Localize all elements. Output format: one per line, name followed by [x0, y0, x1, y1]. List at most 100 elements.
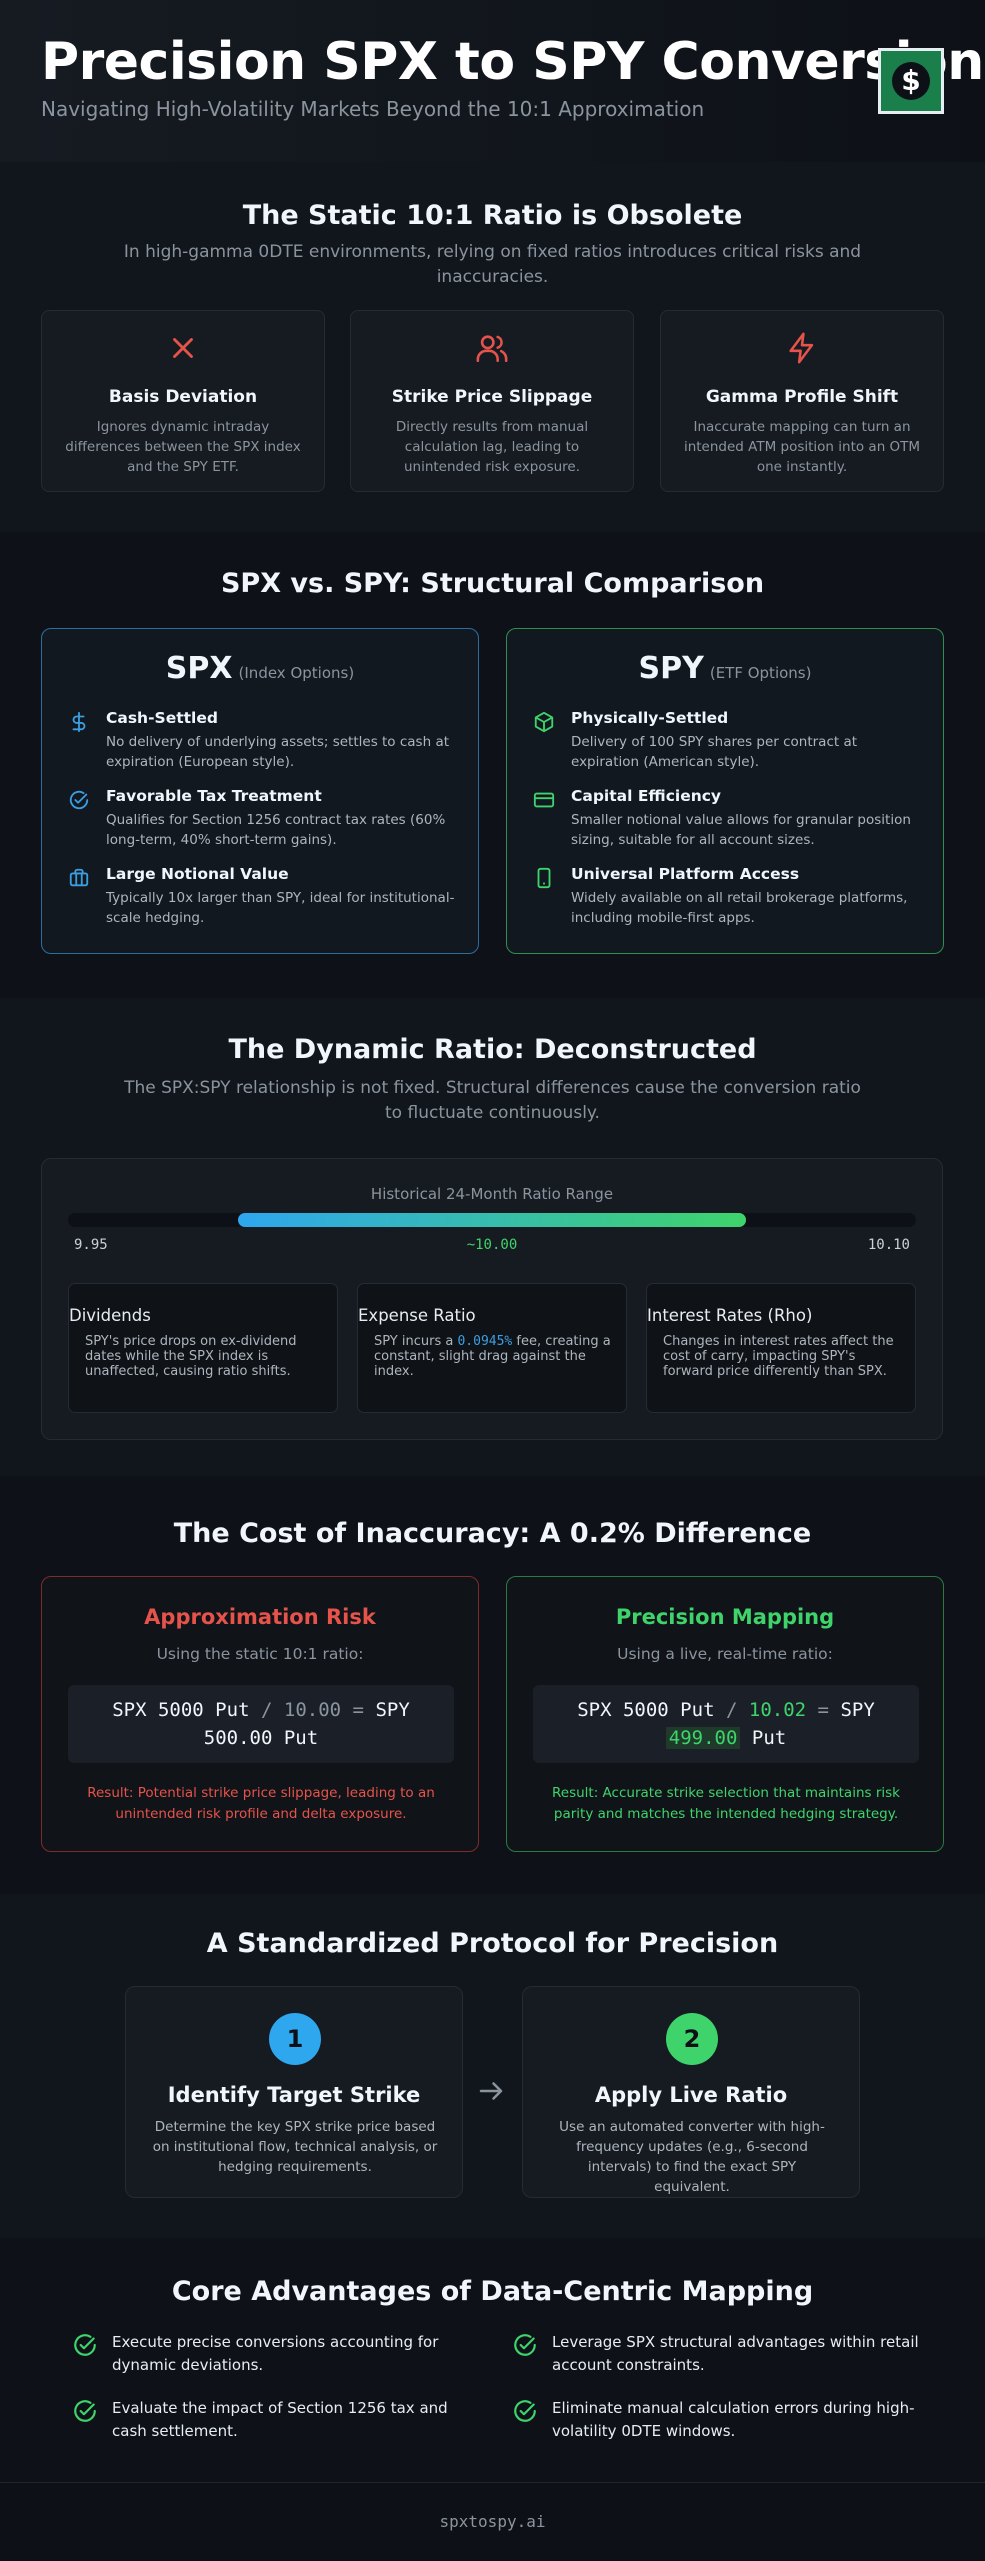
- briefcase-icon: [69, 868, 89, 887]
- check-circle-icon: [74, 2400, 96, 2422]
- formula-op: =: [352, 1699, 364, 1721]
- approximation-result: Result: Potential strike price slippage,…: [87, 1785, 435, 1822]
- approximation-sub: Using the static 10:1 ratio:: [156, 1645, 364, 1663]
- step-title: Identify Target Strike: [167, 2083, 421, 2107]
- page-title: Precision SPX to SPY Conversion: [41, 32, 984, 92]
- formula-result: 500.00 Put: [203, 1727, 319, 1749]
- driver-card-dividends: Dividends SPY's price drops on ex-divide…: [68, 1283, 338, 1413]
- range-max-label: 10.10: [867, 1237, 910, 1253]
- formula-term: SPY: [375, 1699, 410, 1721]
- advantage-text: Eliminate manual calculation errors duri…: [552, 2399, 915, 2440]
- spx-name: SPX: [165, 651, 233, 686]
- spy-panel: SPY (ETF Options) Physically-Settled Deli…: [506, 628, 944, 954]
- ratio-range-panel: Historical 24-Month Ratio Range 9.95 ~10…: [41, 1158, 943, 1440]
- formula-term: Put: [751, 1727, 787, 1749]
- arrow-right-icon: [479, 2082, 503, 2100]
- risk-card-slippage: Strike Price Slippage Directly results f…: [350, 310, 634, 492]
- risk-card-title: Basis Deviation: [108, 387, 258, 407]
- spx-panel: SPX (Index Options) Cash-Settled No deliv…: [41, 628, 479, 954]
- dollar-logo-icon: $: [892, 62, 930, 100]
- feature-desc: No delivery of underlying assets; settle…: [106, 734, 450, 770]
- risk-card-title: Gamma Profile Shift: [705, 387, 899, 407]
- step-desc: Determine the key SPX strike price based…: [152, 2119, 438, 2175]
- driver-desc: Changes in interest rates affect the cos…: [663, 1334, 894, 1379]
- feature-title: Capital Efficiency: [571, 787, 722, 805]
- ratio-range-label: Historical 24-Month Ratio Range: [370, 1185, 614, 1203]
- feature-title: Physically-Settled: [571, 709, 729, 727]
- section-lead: In high-gamma 0DTE environments, relying…: [123, 242, 862, 287]
- dynamic-ratio-section: The Dynamic Ratio: Deconstructed The SPX…: [0, 998, 985, 1476]
- driver-title: Dividends: [69, 1306, 151, 1325]
- risk-card-gamma: Gamma Profile Shift Inaccurate mapping c…: [660, 310, 944, 492]
- precision-result: Result: Accurate strike selection that m…: [552, 1785, 900, 1822]
- feature-title: Cash-Settled: [106, 709, 218, 727]
- risk-card-title: Strike Price Slippage: [391, 387, 593, 407]
- section-title: A Standardized Protocol for Precision: [206, 1928, 779, 1959]
- spy-name: SPY: [638, 651, 704, 686]
- cube-icon: [534, 711, 554, 733]
- spy-tag: (ETF Options): [709, 664, 812, 682]
- approximation-formula: SPX 5000 Put / 10.00 = SPY 500.00 Put: [68, 1685, 454, 1763]
- feature-desc: Widely available on all retail brokerage…: [571, 890, 908, 926]
- section-lead: The SPX:SPY relationship is not fixed. S…: [124, 1078, 861, 1123]
- advantage-text: Evaluate the impact of Section 1256 tax …: [112, 2399, 448, 2440]
- precision-sub: Using a live, real-time ratio:: [617, 1645, 833, 1663]
- feature-title: Universal Platform Access: [571, 865, 800, 883]
- section-title: The Cost of Inaccuracy: A 0.2% Differenc…: [173, 1518, 812, 1549]
- driver-card-expense: Expense Ratio SPY incurs a 0.0945% fee, …: [357, 1283, 627, 1413]
- ratio-range-track: [68, 1213, 916, 1227]
- check-badge-icon: [69, 790, 89, 810]
- advantage-text: Leverage SPX structural advantages withi…: [552, 2333, 919, 2374]
- section-title: SPX vs. SPY: Structural Comparison: [220, 568, 765, 599]
- protocol-section: A Standardized Protocol for Precision 1 …: [0, 1894, 985, 2238]
- risk-card-desc: Inaccurate mapping can turn an intended …: [683, 419, 921, 475]
- header: Precision SPX to SPY Conversion Navigati…: [0, 0, 985, 163]
- feature-desc: Typically 10x larger than SPY, ideal for…: [106, 890, 455, 926]
- approximation-panel: Approximation Risk Using the static 10:1…: [41, 1576, 479, 1852]
- risk-card-basis: Basis Deviation Ignores dynamic intraday…: [41, 310, 325, 492]
- feature-desc: Qualifies for Section 1256 contract tax …: [106, 812, 446, 848]
- range-mid-label: ~10.00: [466, 1237, 518, 1253]
- formula-op: /: [260, 1699, 273, 1721]
- users-icon: [476, 335, 508, 363]
- feature-desc: Delivery of 100 SPY shares per contract …: [571, 734, 858, 770]
- formula-ratio: 10.00: [283, 1699, 342, 1721]
- advantages-section: Core Advantages of Data-Centric Mapping …: [0, 2238, 985, 2482]
- formula-result: 499.00: [665, 1727, 741, 1749]
- x-icon: [173, 338, 193, 358]
- feature-desc: Smaller notional value allows for granul…: [571, 812, 911, 848]
- section-title: The Dynamic Ratio: Deconstructed: [228, 1034, 757, 1065]
- driver-card-rates: Interest Rates (Rho) Changes in interest…: [646, 1283, 916, 1413]
- formula-ratio: 10.02: [748, 1699, 807, 1721]
- precision-panel: Precision Mapping Using a live, real-tim…: [506, 1576, 944, 1852]
- check-circle-icon: [514, 2400, 536, 2422]
- approximation-title: Approximation Risk: [144, 1605, 376, 1629]
- footer: spxtospy.ai: [0, 2482, 985, 2561]
- credit-card-icon: [533, 792, 555, 808]
- protocol-step-2: 2 Apply Live Ratio Use an automated conv…: [522, 1986, 860, 2198]
- risk-card-desc: Directly results from manual calculation…: [395, 419, 589, 475]
- check-circle-icon: [74, 2334, 96, 2356]
- check-circle-icon: [514, 2334, 536, 2356]
- lightning-icon: [789, 332, 814, 364]
- feature-title: Favorable Tax Treatment: [106, 787, 322, 805]
- spx-tag: (Index Options): [238, 664, 355, 682]
- feature-title: Large Notional Value: [106, 865, 289, 883]
- comparison-section: SPX vs. SPY: Structural Comparison SPX (I…: [0, 532, 985, 998]
- expense-ratio-value: 0.0945%: [457, 1334, 513, 1349]
- range-min-label: 9.95: [74, 1237, 108, 1253]
- driver-title: Interest Rates (Rho): [647, 1306, 813, 1325]
- formula-term: SPY: [840, 1699, 875, 1721]
- risk-card-desc: Ignores dynamic intraday differences bet…: [65, 419, 301, 475]
- dollar-icon: [72, 711, 86, 733]
- logo: $: [878, 48, 944, 114]
- precision-formula: SPX 5000 Put / 10.02 = SPY 499.00 Put: [533, 1685, 919, 1763]
- formula-term: SPX 5000 Put: [112, 1699, 250, 1721]
- driver-desc-text: SPY incurs a: [374, 1334, 458, 1349]
- page-subtitle: Navigating High-Volatility Markets Beyon…: [41, 97, 705, 121]
- step-number: 2: [666, 2013, 718, 2065]
- obsolete-section: The Static 10:1 Ratio is Obsolete In hig…: [0, 162, 985, 532]
- mobile-icon: [537, 867, 551, 889]
- driver-desc: SPY's price drops on ex-dividend dates w…: [85, 1334, 297, 1379]
